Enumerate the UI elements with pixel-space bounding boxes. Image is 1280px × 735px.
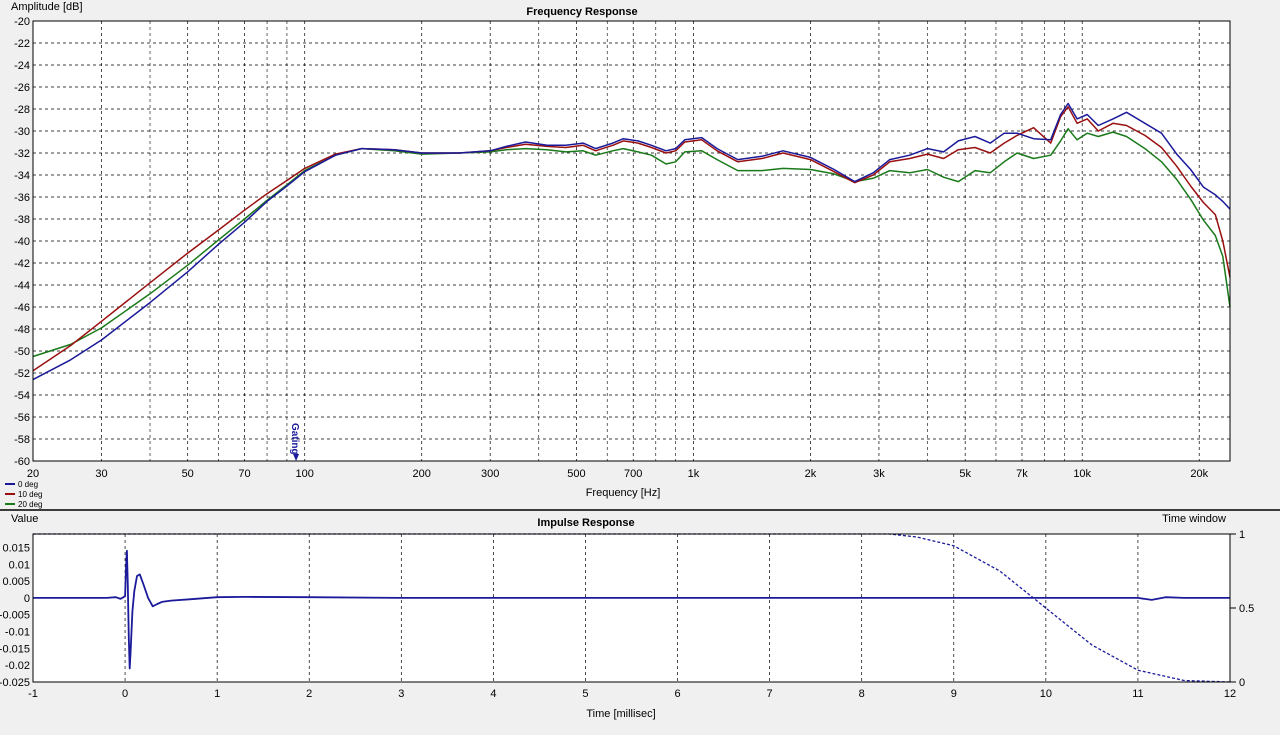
fr-x-tick-label: 3k <box>873 468 885 480</box>
fr-y-tick-label: -36 <box>14 192 30 204</box>
ir-x-tick-labels: -1 0 1 2 3 4 5 6 7 8 9 10 11 12 <box>28 688 1236 700</box>
fr-y-tick-label: -48 <box>14 324 30 336</box>
frequency-response-panel: -20 -22 -24 -26 -28 -30 -32 -34 -36 -38 -40 -42 -44 -… <box>5 1 1231 509</box>
ir-y-axis-label: Value <box>11 513 38 525</box>
fr-y-tick-label: -56 <box>14 412 30 424</box>
fr-x-tick-label: 500 <box>567 468 585 480</box>
ir-x-tick-label: 1 <box>214 688 220 700</box>
fr-y-tick-label: -26 <box>14 82 30 94</box>
fr-y-tick-label: -44 <box>14 280 30 292</box>
fr-x-tick-label: 30 <box>95 468 107 480</box>
fr-x-tick-label: 70 <box>238 468 250 480</box>
fr-x-tick-label: 300 <box>481 468 499 480</box>
ir-y-tick-label: -0.01 <box>5 627 30 639</box>
fr-y-tick-label: -50 <box>14 346 30 358</box>
fr-y-tick-label: -60 <box>14 456 30 468</box>
fr-y-tick-label: -40 <box>14 236 30 248</box>
gating-label: Gating <box>289 423 300 455</box>
ir-plot-area <box>33 534 1230 682</box>
ir-y2-tick-labels: 10.50 <box>1230 529 1254 689</box>
fr-x-tick-label: 10k <box>1073 468 1091 480</box>
ir-x-tick-label: 6 <box>674 688 680 700</box>
ir-x-tick-label: 10 <box>1040 688 1052 700</box>
ir-x-tick-label: 0 <box>122 688 128 700</box>
fr-y-tick-label: -52 <box>14 368 30 380</box>
fr-x-tick-label: 50 <box>182 468 194 480</box>
ir-y-tick-label: -0.025 <box>0 677 30 689</box>
fr-y-tick-label: -28 <box>14 104 30 116</box>
ir-y-tick-labels: 0.015 0.01 0.005 0 -0.005 -0.01 -0.015 -0.02 -0.… <box>0 542 30 689</box>
fr-x-tick-label: 700 <box>624 468 642 480</box>
ir-x-tick-label: 3 <box>398 688 404 700</box>
fr-y-tick-label: -42 <box>14 258 30 270</box>
legend-entry: 10 deg <box>18 490 42 499</box>
fr-y-tick-label: -32 <box>14 148 30 160</box>
fr-plot-area <box>33 21 1230 461</box>
ir-title: Impulse Response <box>537 517 634 529</box>
fr-x-tick-label: 5k <box>959 468 971 480</box>
fr-y-tick-label: -58 <box>14 434 30 446</box>
fr-y-axis-label: Amplitude [dB] <box>11 1 83 13</box>
ir-y-tick-label: 0 <box>24 593 30 605</box>
ir-y2-tick-label: 0.5 <box>1239 603 1254 615</box>
fr-plot-border <box>32 20 1231 462</box>
fr-x-tick-label: 200 <box>413 468 431 480</box>
ir-y-tick-label: -0.02 <box>5 660 30 672</box>
fr-x-axis-label: Frequency [Hz] <box>586 487 661 499</box>
impulse-response-line <box>33 549 1230 670</box>
fr-x-tick-label: 1k <box>688 468 700 480</box>
ir-x-tick-label: 7 <box>767 688 773 700</box>
fr-y-tick-label: -24 <box>14 60 30 72</box>
ir-x-tick-label: 2 <box>306 688 312 700</box>
ir-y-tick-label: -0.015 <box>0 643 30 655</box>
fr-y-tick-label: -54 <box>14 390 30 402</box>
impulse-response-panel: 0.015 0.01 0.005 0 -0.005 -0.01 -0.015 -0.02 -0.… <box>0 513 1254 720</box>
legend-entry: 20 deg <box>18 500 42 509</box>
ir-y2-axis-label: Time window <box>1162 513 1226 525</box>
fr-y-tick-label: -46 <box>14 302 30 314</box>
ir-x-axis-label: Time [millisec] <box>586 708 655 720</box>
gating-marker[interactable]: Gating <box>289 423 300 461</box>
fr-x-tick-label: 20 <box>27 468 39 480</box>
gating-arrow-icon <box>293 454 300 461</box>
fr-series-line <box>32 102 1231 381</box>
ir-x-tick-label: 9 <box>951 688 957 700</box>
fr-x-tick-labels: 20 30 50 70 100 200 300 500 700 1k 2k 3k 5k 7k 10k 20k <box>27 468 1209 480</box>
fr-grid <box>33 21 1230 461</box>
ir-x-tick-label: 12 <box>1224 688 1236 700</box>
fr-y-tick-label: -30 <box>14 126 30 138</box>
fr-y-tick-label: -38 <box>14 214 30 226</box>
fr-x-tick-label: 7k <box>1016 468 1028 480</box>
fr-y-tick-label: -34 <box>14 170 30 182</box>
ir-y-tick-label: 0.01 <box>9 559 30 571</box>
ir-x-tick-label: 11 <box>1132 688 1143 700</box>
ir-x-tick-label: 5 <box>582 688 588 700</box>
fr-y-tick-label: -20 <box>14 16 30 28</box>
ir-y-tick-label: 0.005 <box>2 576 30 588</box>
fr-series-group <box>32 102 1231 381</box>
fr-y-tick-label: -22 <box>14 38 30 50</box>
ir-y2-tick-label: 1 <box>1239 529 1245 541</box>
ir-y-tick-label: -0.005 <box>0 610 30 622</box>
fr-y-tick-labels: -20 -22 -24 -26 -28 -30 -32 -34 -36 -38 -40 -42 -44 -… <box>14 16 30 468</box>
ir-x-tick-label: 8 <box>859 688 865 700</box>
fr-title: Frequency Response <box>526 6 637 18</box>
ir-x-tick-label: -1 <box>28 688 38 700</box>
fr-x-tick-label: 100 <box>296 468 314 480</box>
fr-x-tick-label: 20k <box>1190 468 1208 480</box>
ir-y2-tick-label: 0 <box>1239 677 1245 689</box>
ir-x-tick-label: 4 <box>490 688 496 700</box>
legend-entry: 0 deg <box>18 480 38 489</box>
time-window-curve <box>33 533 1231 683</box>
ir-y-tick-label: 0.015 <box>2 542 30 554</box>
fr-x-tick-label: 2k <box>805 468 817 480</box>
ir-series-group <box>33 533 1231 683</box>
